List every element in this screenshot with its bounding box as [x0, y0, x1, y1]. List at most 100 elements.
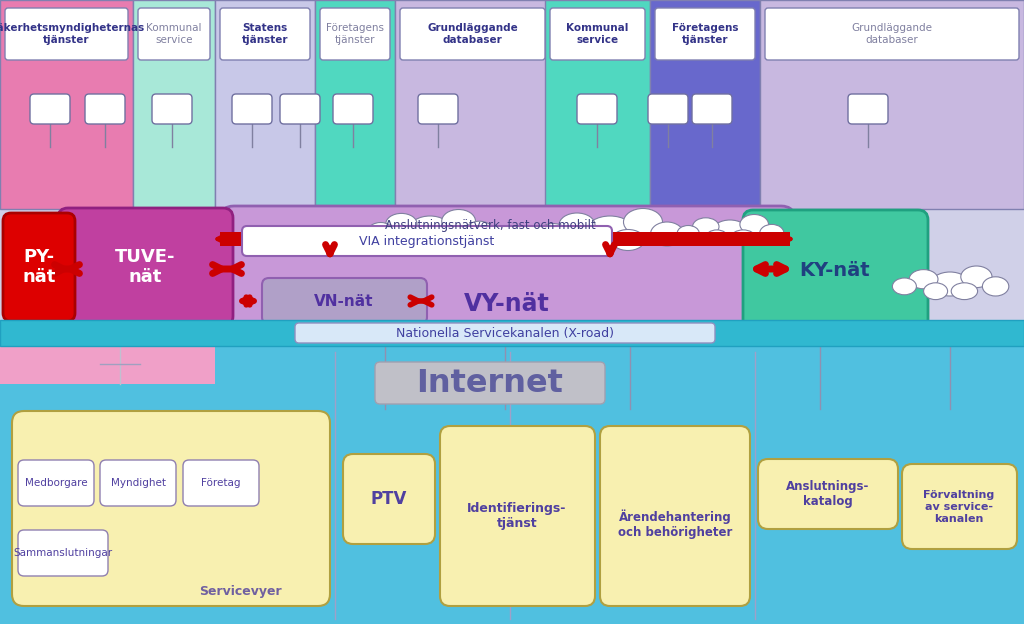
Text: Kommunal
service: Kommunal service	[146, 23, 202, 45]
FancyBboxPatch shape	[758, 459, 898, 529]
FancyBboxPatch shape	[577, 94, 617, 124]
Bar	[220, 232, 790, 246]
Text: Kommunal
service: Kommunal service	[566, 23, 629, 45]
FancyBboxPatch shape	[848, 94, 888, 124]
Ellipse shape	[431, 228, 460, 246]
Text: Företagens
tjänster: Företagens tjänster	[672, 23, 738, 45]
Text: Anslutningsnätverk, fast och mobilt: Anslutningsnätverk, fast och mobilt	[385, 220, 595, 233]
Ellipse shape	[713, 220, 748, 242]
Text: Företagens
tjänster: Företagens tjänster	[326, 23, 384, 45]
Ellipse shape	[909, 270, 938, 289]
Ellipse shape	[650, 222, 683, 246]
Ellipse shape	[924, 283, 947, 300]
Ellipse shape	[410, 216, 451, 242]
FancyBboxPatch shape	[295, 323, 715, 343]
FancyBboxPatch shape	[418, 94, 458, 124]
Ellipse shape	[586, 216, 634, 246]
Text: TUVE-
nät: TUVE- nät	[115, 248, 175, 286]
Text: Grundläggande
databaser: Grundläggande databaser	[852, 23, 933, 45]
FancyBboxPatch shape	[5, 8, 128, 60]
Ellipse shape	[401, 228, 427, 246]
FancyBboxPatch shape	[85, 94, 125, 124]
FancyBboxPatch shape	[3, 213, 75, 321]
Ellipse shape	[465, 221, 494, 242]
FancyBboxPatch shape	[232, 94, 272, 124]
Ellipse shape	[740, 215, 768, 234]
Text: Identifierings-
tjänst: Identifierings- tjänst	[467, 502, 566, 530]
FancyBboxPatch shape	[692, 94, 732, 124]
Bar	[315, 0, 395, 209]
Ellipse shape	[441, 210, 475, 233]
FancyBboxPatch shape	[58, 208, 233, 326]
FancyBboxPatch shape	[220, 206, 795, 336]
Text: Grundläggande
databaser: Grundläggande databaser	[427, 23, 518, 45]
Text: Internet: Internet	[417, 368, 563, 399]
FancyBboxPatch shape	[280, 94, 319, 124]
Ellipse shape	[368, 223, 393, 241]
Ellipse shape	[931, 272, 969, 296]
Ellipse shape	[982, 277, 1009, 296]
Text: Förvaltning
av service-
kanalen: Förvaltning av service- kanalen	[924, 490, 994, 524]
Ellipse shape	[386, 213, 417, 234]
Ellipse shape	[692, 218, 719, 235]
FancyBboxPatch shape	[262, 278, 427, 324]
Bar	[760, 0, 1024, 209]
Bar	[395, 0, 550, 209]
Text: Statens
tjänster: Statens tjänster	[242, 23, 288, 45]
Text: Medborgare: Medborgare	[25, 478, 87, 488]
FancyBboxPatch shape	[333, 94, 373, 124]
Text: Sammanslutningar: Sammanslutningar	[13, 548, 113, 558]
FancyBboxPatch shape	[183, 460, 259, 506]
Bar	[0, 320, 1024, 346]
Text: PTV: PTV	[371, 490, 408, 508]
FancyBboxPatch shape	[600, 426, 750, 606]
FancyBboxPatch shape	[375, 362, 605, 404]
Bar	[545, 0, 650, 209]
FancyBboxPatch shape	[400, 8, 545, 60]
FancyBboxPatch shape	[655, 8, 755, 60]
Text: Säkerhetsmyndigheternas
tjänster: Säkerhetsmyndigheternas tjänster	[0, 23, 144, 45]
Text: VIA integrationstjänst: VIA integrationstjänst	[359, 235, 495, 248]
Text: Servicevyer: Servicevyer	[199, 585, 282, 598]
FancyBboxPatch shape	[343, 454, 435, 544]
Text: KY-nät: KY-nät	[800, 261, 870, 281]
Text: Anslutnings-
katalog: Anslutnings- katalog	[786, 480, 869, 508]
FancyBboxPatch shape	[648, 94, 688, 124]
FancyBboxPatch shape	[100, 460, 176, 506]
FancyBboxPatch shape	[242, 226, 612, 256]
Text: Ärendehantering
och behörigheter: Ärendehantering och behörigheter	[617, 509, 732, 539]
Bar	[215, 0, 315, 209]
Ellipse shape	[559, 213, 595, 237]
FancyBboxPatch shape	[220, 8, 310, 60]
Bar	[0, 346, 215, 384]
Bar	[133, 0, 215, 209]
Ellipse shape	[951, 283, 978, 300]
FancyBboxPatch shape	[765, 8, 1019, 60]
Ellipse shape	[611, 230, 644, 250]
Ellipse shape	[706, 230, 728, 245]
Ellipse shape	[760, 225, 784, 242]
Ellipse shape	[624, 208, 663, 235]
FancyBboxPatch shape	[138, 8, 210, 60]
FancyBboxPatch shape	[30, 94, 70, 124]
FancyBboxPatch shape	[18, 460, 94, 506]
Bar	[0, 346, 1024, 624]
Ellipse shape	[731, 230, 756, 245]
Text: Företag: Företag	[202, 478, 241, 488]
Ellipse shape	[892, 278, 916, 295]
FancyBboxPatch shape	[18, 530, 108, 576]
Ellipse shape	[577, 230, 607, 250]
Text: VN-nät: VN-nät	[314, 293, 374, 308]
FancyBboxPatch shape	[902, 464, 1017, 549]
FancyBboxPatch shape	[152, 94, 193, 124]
Ellipse shape	[677, 225, 699, 241]
FancyBboxPatch shape	[12, 411, 330, 606]
Text: Nationella Servicekanalen (X-road): Nationella Servicekanalen (X-road)	[396, 326, 614, 339]
Text: Myndighet: Myndighet	[111, 478, 166, 488]
FancyBboxPatch shape	[319, 8, 390, 60]
FancyBboxPatch shape	[550, 8, 645, 60]
FancyBboxPatch shape	[743, 210, 928, 332]
Bar	[650, 0, 760, 209]
Text: PY-
nät: PY- nät	[23, 248, 55, 286]
Ellipse shape	[538, 223, 568, 245]
